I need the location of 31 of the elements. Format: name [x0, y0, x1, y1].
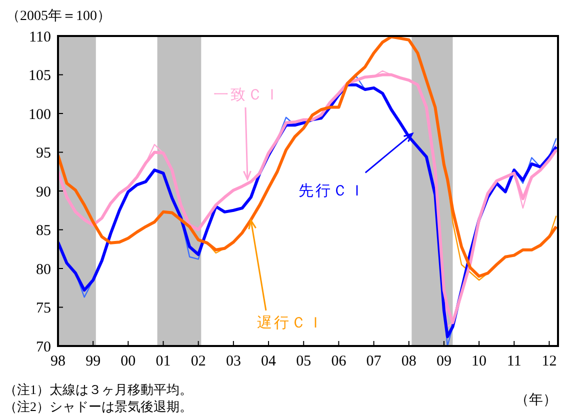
- x-tick-label: 99: [86, 354, 101, 370]
- x-tick-label: 06: [331, 354, 347, 370]
- x-tick-label: 08: [401, 354, 416, 370]
- y-tick-label: 70: [36, 339, 51, 356]
- annotation: 一致ＣＩ: [213, 87, 282, 104]
- text: （注1）太線は３ヶ月移動平均。: [4, 382, 192, 397]
- y-tick-label: 80: [36, 262, 51, 278]
- x-tick-label: 02: [190, 354, 206, 370]
- text: （注2）シャドーは景気後退期。: [4, 399, 192, 414]
- y-tick-label: 90: [36, 184, 51, 200]
- y-tick-label: 100: [28, 106, 51, 123]
- x-tick-label: 98: [50, 354, 66, 370]
- x-tick-label: 00: [120, 354, 136, 370]
- x-tick-label: 03: [226, 354, 241, 370]
- x-tick-label: 11: [506, 354, 522, 370]
- annotation: 遅行ＣＩ: [256, 314, 325, 332]
- x-tick-label: 12: [542, 354, 557, 370]
- y-tick-label: 75: [36, 300, 51, 317]
- y-tick-label: 95: [36, 146, 51, 162]
- x-tick-label: 10: [472, 354, 487, 370]
- y-tick-label: 110: [29, 29, 51, 46]
- y-axis-title: （2005年＝100）: [6, 8, 111, 24]
- x-tick-label: 05: [296, 354, 312, 370]
- x-axis-title: （年）: [515, 392, 557, 408]
- x-tick-label: 09: [436, 354, 452, 370]
- x-tick-label: 07: [366, 354, 382, 370]
- x-tick-label: 01: [156, 354, 171, 370]
- x-tick-label: 04: [261, 354, 277, 370]
- y-tick-label: 105: [28, 68, 51, 84]
- annotation: 先行ＣＩ: [298, 182, 366, 200]
- y-tick-label: 85: [36, 223, 51, 240]
